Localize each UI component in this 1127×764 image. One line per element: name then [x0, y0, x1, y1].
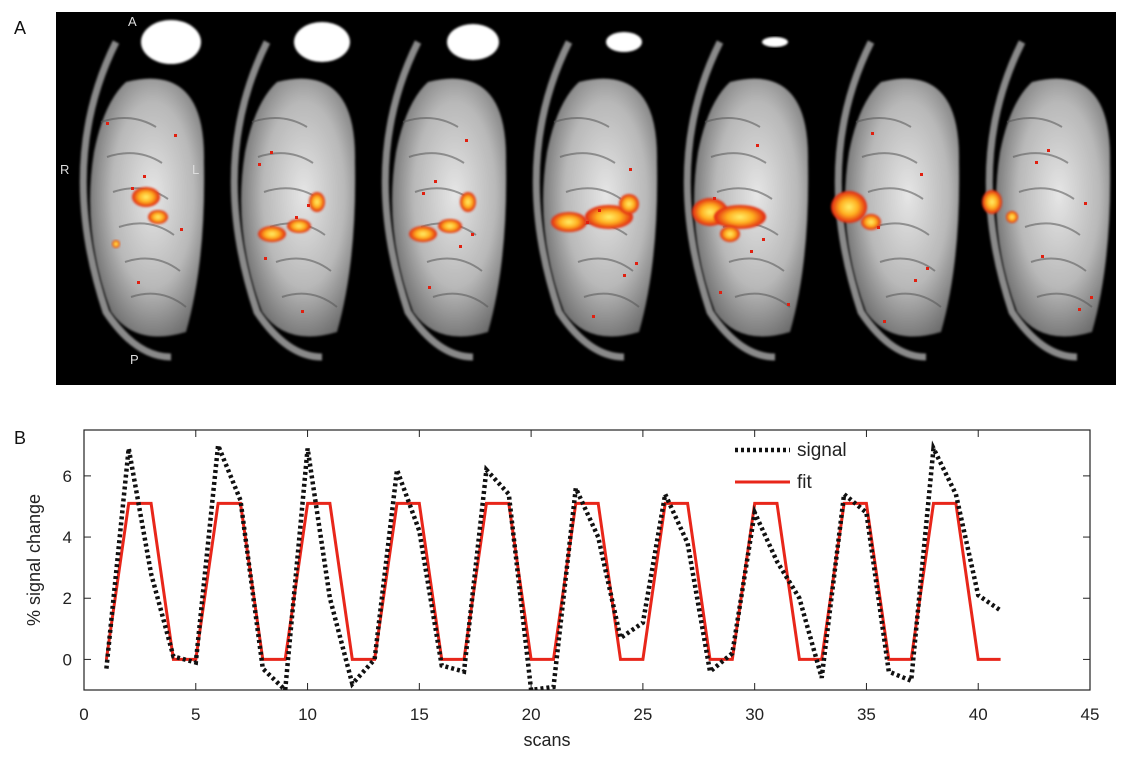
- plot-frame: [83, 429, 1091, 691]
- x-tick-label: 0: [79, 705, 88, 724]
- left-label: L: [192, 162, 200, 177]
- series-fit-line: [104, 501, 1001, 661]
- y-tick-label: 6: [63, 467, 72, 486]
- x-tick-label: 45: [1081, 705, 1100, 724]
- x-tick-label: 40: [969, 705, 988, 724]
- y-axis-label: % signal change: [24, 494, 44, 626]
- legend-signal-label: signal: [797, 440, 847, 461]
- posterior-label: P: [130, 352, 139, 367]
- series-signal-line: [104, 440, 1002, 690]
- x-tick-label: 35: [857, 705, 876, 724]
- brain-slice: [79, 20, 205, 361]
- brain-slices-image: [79, 20, 1111, 361]
- brain-slice: [831, 40, 960, 361]
- brain-slice: [532, 32, 658, 361]
- legend-fit-label: fit: [797, 472, 813, 493]
- brain-slice: [381, 24, 507, 361]
- x-tick-label: 20: [522, 705, 541, 724]
- x-tick-label: 15: [410, 705, 429, 724]
- brain-slice: [230, 22, 356, 361]
- x-axis-label: scans: [523, 730, 570, 750]
- y-tick-label: 0: [63, 650, 72, 669]
- x-tick-label: 30: [745, 705, 764, 724]
- x-tick-label: 5: [191, 705, 200, 724]
- y-tick-label: 4: [63, 528, 72, 547]
- right-label: R: [60, 162, 70, 177]
- panel-a-label: A: [14, 18, 27, 38]
- y-tick-label: 2: [63, 589, 72, 608]
- x-tick-label: 10: [298, 705, 317, 724]
- brain-slice: [982, 40, 1111, 361]
- panel-b-label: B: [14, 428, 27, 448]
- brain-slice: [683, 37, 809, 361]
- signal-chart: 0 5 10 15 20 25 30 35 40 45 0 2 4 6 scans % signal chan…: [24, 429, 1100, 750]
- x-tick-label: 25: [633, 705, 652, 724]
- brain-slices-panel: A P R L: [56, 12, 1116, 385]
- anterior-label: A: [128, 14, 137, 29]
